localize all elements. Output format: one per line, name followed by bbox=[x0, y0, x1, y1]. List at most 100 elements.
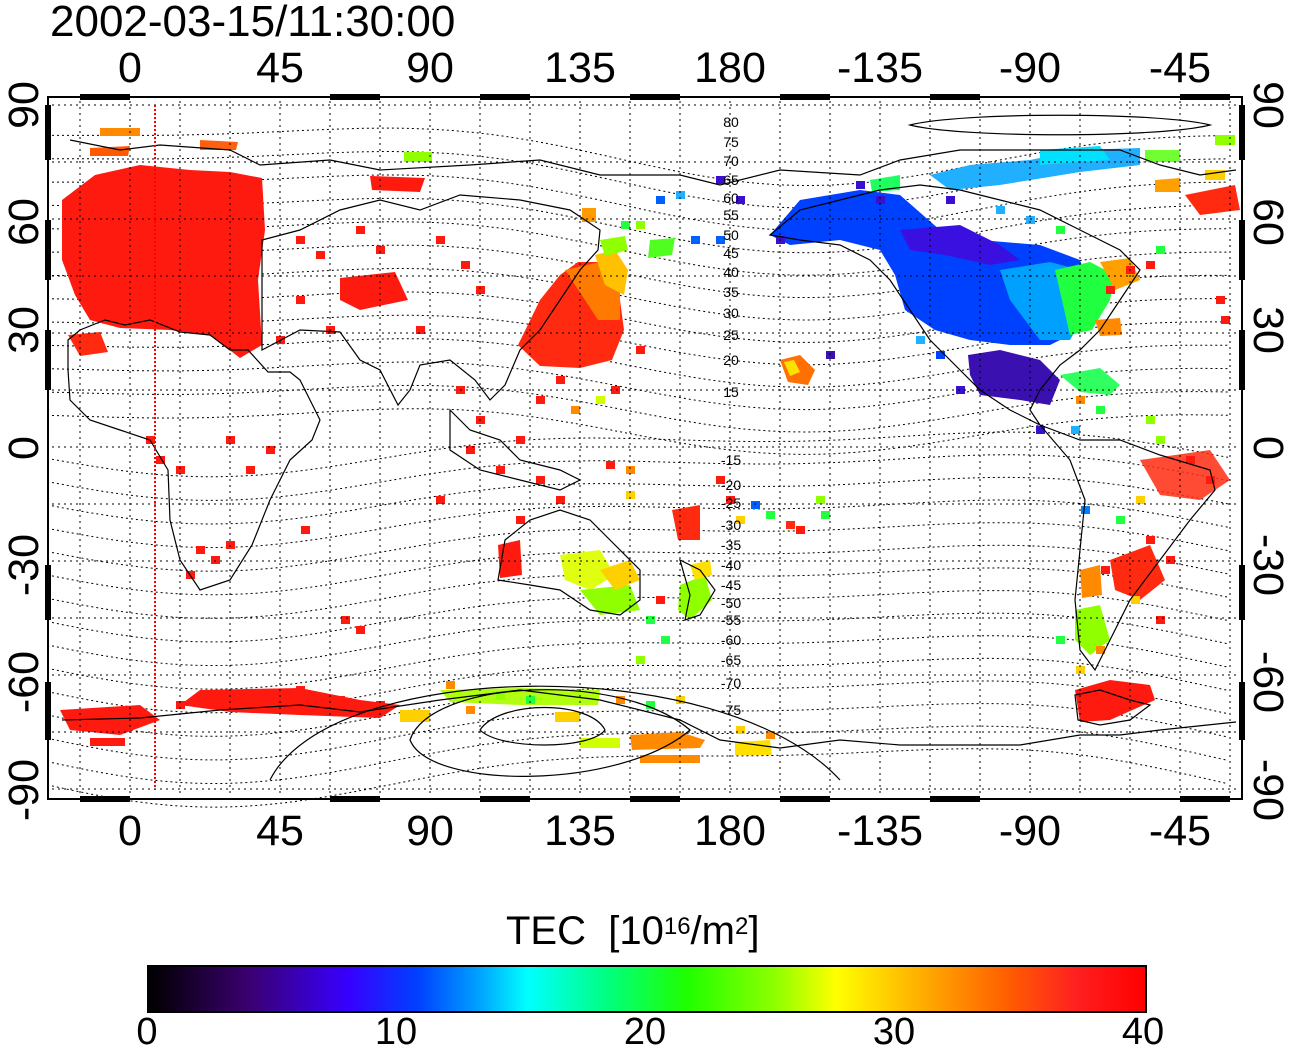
tec-point bbox=[461, 261, 470, 269]
tec-point bbox=[496, 466, 505, 474]
tec-point bbox=[676, 191, 685, 199]
colorbar-unit-suffix: ] bbox=[748, 909, 760, 953]
tec-point bbox=[301, 526, 310, 534]
tec-point bbox=[376, 246, 385, 254]
tec-point bbox=[516, 516, 525, 524]
tec-point bbox=[226, 436, 235, 444]
contour-label: 30 bbox=[723, 305, 739, 321]
tec-point bbox=[606, 461, 615, 469]
frame-ticks bbox=[45, 94, 1245, 802]
tec-point bbox=[646, 701, 655, 709]
right-lat-label: 90 bbox=[1244, 81, 1292, 129]
tec-point bbox=[676, 696, 685, 704]
tec-point bbox=[446, 681, 455, 689]
tec-point bbox=[626, 491, 635, 499]
tec-point bbox=[726, 496, 735, 504]
right-lat-label: -90 bbox=[1244, 759, 1292, 821]
right-lat-label: -30 bbox=[1244, 534, 1292, 596]
left-lat-label: -90 bbox=[0, 759, 48, 821]
colorbar bbox=[147, 965, 1147, 1013]
tec-point bbox=[1136, 496, 1145, 504]
left-latitude-labels: 90 60 30 0 -30 -60 -90 bbox=[0, 81, 48, 821]
contour-label: -15 bbox=[721, 452, 741, 468]
tec-point bbox=[1206, 476, 1215, 484]
tec-point bbox=[1116, 516, 1125, 524]
contour-label: 60 bbox=[723, 190, 739, 206]
tec-point bbox=[341, 616, 350, 624]
tec-point bbox=[466, 446, 475, 454]
tec-point bbox=[936, 351, 945, 359]
tec-point bbox=[1156, 436, 1165, 444]
tec-point bbox=[1221, 316, 1230, 324]
contour-label: -35 bbox=[721, 537, 741, 553]
tec-point bbox=[751, 501, 760, 509]
colorbar-unit-exp2: 2 bbox=[734, 913, 749, 940]
tec-point bbox=[1131, 596, 1140, 604]
tec-map: 0 45 90 135 180 -135 -90 -45 0 45 90 135 180 -135 -90… bbox=[0, 44, 1292, 855]
contour-label: -25 bbox=[721, 495, 741, 511]
tec-point bbox=[356, 626, 365, 634]
bottom-longitude-labels: 0 45 90 135 180 -135 -90 -45 bbox=[118, 807, 1211, 855]
tec-data-patches bbox=[60, 128, 1240, 763]
tec-point bbox=[736, 196, 745, 204]
map-title: 2002-03-15/11:30:00 bbox=[50, 0, 456, 46]
tec-point bbox=[176, 466, 185, 474]
tec-point bbox=[636, 656, 645, 664]
tec-point bbox=[536, 476, 545, 484]
top-lon-label: -45 bbox=[1149, 44, 1211, 92]
contour-label: -75 bbox=[721, 702, 741, 718]
tec-point bbox=[496, 691, 505, 699]
tec-point bbox=[1096, 406, 1105, 414]
tec-point bbox=[1056, 636, 1065, 644]
tec-point bbox=[196, 546, 205, 554]
tec-point bbox=[556, 376, 565, 384]
tec-point bbox=[476, 286, 485, 294]
tec-point bbox=[316, 251, 325, 259]
contour-label: 80 bbox=[723, 114, 739, 130]
tec-point bbox=[766, 511, 775, 519]
tec-point bbox=[821, 511, 830, 519]
bottom-lon-label: -90 bbox=[999, 807, 1061, 855]
contour-label: -70 bbox=[721, 675, 741, 691]
tec-point bbox=[716, 236, 725, 244]
tec-point bbox=[246, 696, 255, 704]
colorbar-unit-mid: /m bbox=[690, 909, 735, 953]
tec-point bbox=[436, 236, 445, 244]
tec-point bbox=[716, 176, 725, 184]
bottom-lon-label: 45 bbox=[256, 807, 304, 855]
tec-point bbox=[1146, 261, 1155, 269]
contour-label: -55 bbox=[721, 612, 741, 628]
tec-point bbox=[1101, 566, 1110, 574]
tec-point bbox=[766, 731, 775, 739]
tec-point bbox=[736, 516, 745, 524]
contour-label: -50 bbox=[721, 595, 741, 611]
contour-label: 75 bbox=[723, 134, 739, 150]
tec-point bbox=[816, 496, 825, 504]
contour-label: 35 bbox=[723, 284, 739, 300]
tec-point bbox=[1106, 286, 1115, 294]
tec-point bbox=[466, 706, 475, 714]
top-lon-label: 0 bbox=[118, 44, 142, 92]
tec-point bbox=[856, 181, 865, 189]
tec-point bbox=[661, 636, 670, 644]
tec-point bbox=[646, 616, 655, 624]
tec-point bbox=[266, 446, 275, 454]
bottom-lon-label: -135 bbox=[837, 807, 923, 855]
tec-point bbox=[626, 466, 635, 474]
tec-point bbox=[916, 336, 925, 344]
right-lat-label: 30 bbox=[1244, 306, 1292, 354]
colorbar-tick-label: 40 bbox=[1121, 1011, 1165, 1053]
top-lon-label: 180 bbox=[694, 44, 766, 92]
tec-point bbox=[176, 701, 185, 709]
left-lat-label: 30 bbox=[0, 306, 48, 354]
tec-point bbox=[526, 696, 535, 704]
tec-point bbox=[296, 296, 305, 304]
tec-point bbox=[1036, 426, 1045, 434]
colorbar-unit-prefix: [10 bbox=[608, 909, 664, 953]
grid-lines bbox=[52, 101, 1238, 795]
tec-point bbox=[1166, 556, 1175, 564]
right-latitude-labels: 90 60 30 0 -30 -60 -90 bbox=[1244, 81, 1292, 821]
contour-label: 70 bbox=[723, 153, 739, 169]
tec-point bbox=[691, 236, 700, 244]
